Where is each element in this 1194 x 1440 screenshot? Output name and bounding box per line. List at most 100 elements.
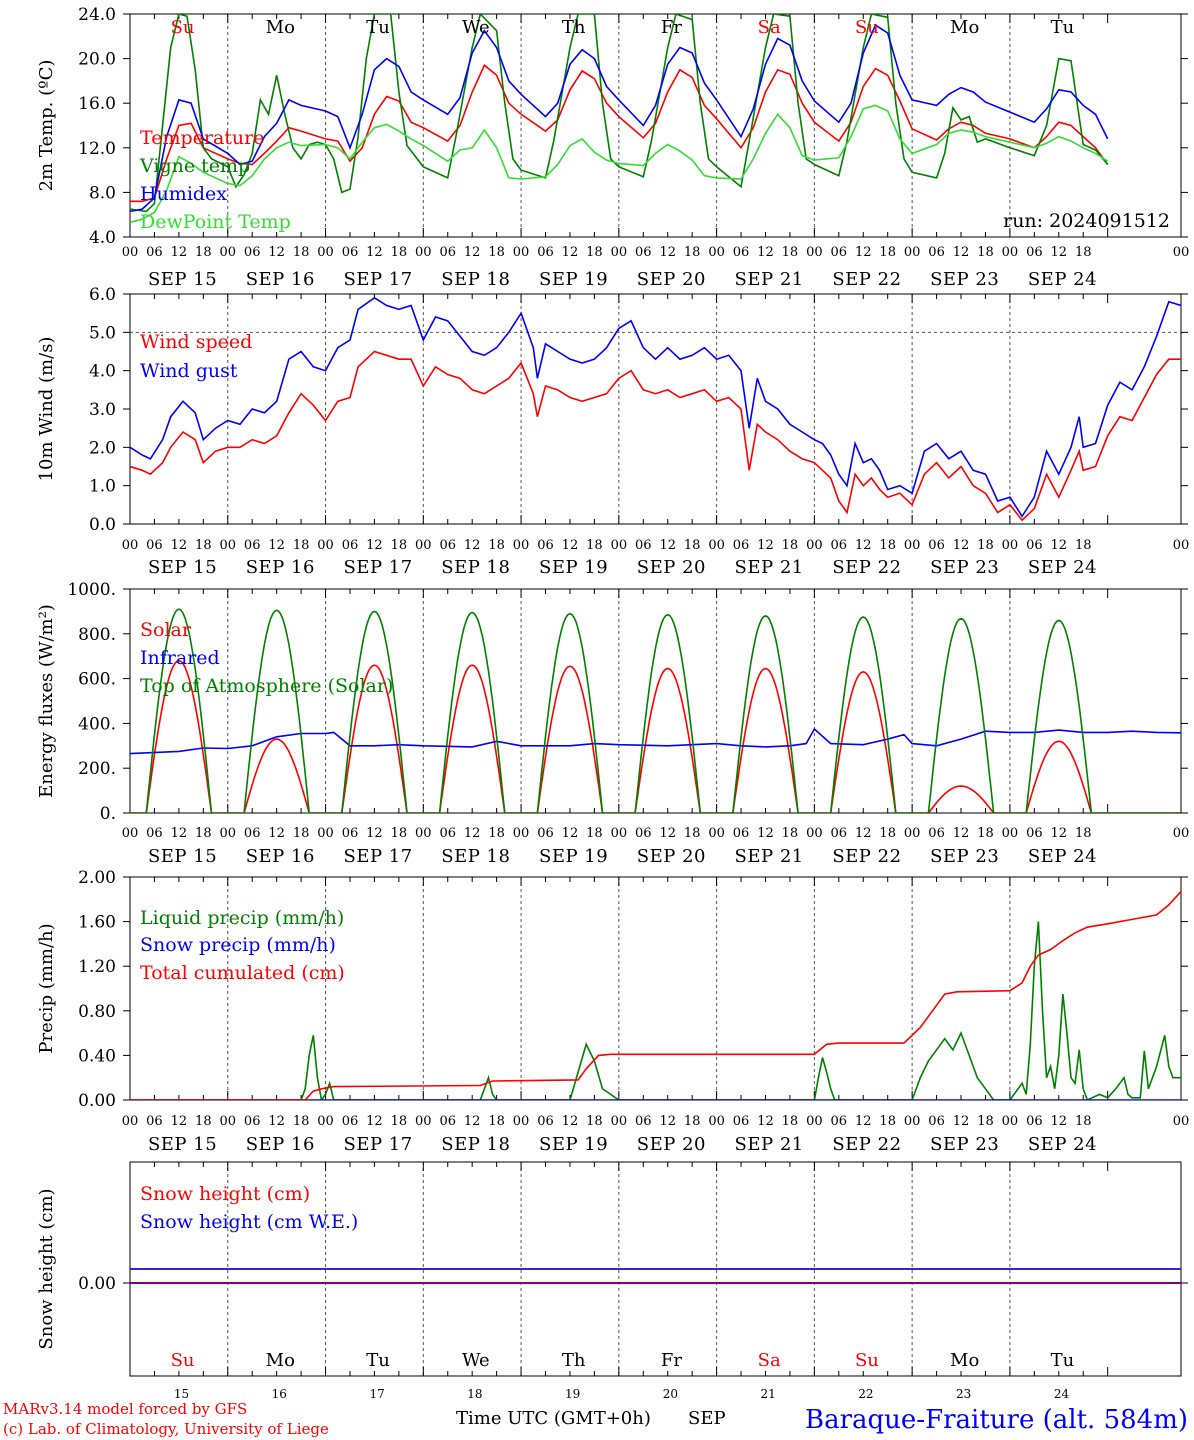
x-tick-label: 18: [684, 538, 701, 553]
x-tick-label: 06: [733, 1114, 750, 1129]
x-tick-label: 18: [782, 245, 799, 260]
y-tick-label: 20.0: [78, 50, 116, 70]
x-tick-label: 18: [195, 245, 212, 260]
x-tick-label: 00: [122, 1114, 139, 1129]
y-tick-label: 800.: [78, 625, 116, 645]
x-tick-label: 12: [562, 826, 579, 841]
day-name-top: Fr: [661, 17, 682, 38]
x-tick-label: 18: [879, 245, 896, 260]
x-tick-label: 12: [659, 538, 676, 553]
x-tick-label: 12: [268, 245, 285, 260]
y-tick-label: 0.0: [89, 515, 116, 535]
x-tick-label: 12: [953, 245, 970, 260]
y-tick-label: 6.0: [89, 285, 116, 305]
day-name-top: Mo: [266, 17, 295, 38]
x-tick-label: 06: [1026, 1114, 1043, 1129]
y-tick-label: 12.0: [78, 139, 116, 159]
x-tick-label: 18: [879, 538, 896, 553]
series-line-wind-speed: [130, 350, 1181, 522]
x-tick-label: 18: [1075, 1114, 1092, 1129]
x-tick-label: 00: [1173, 538, 1190, 553]
day-name-top: Sa: [758, 17, 781, 38]
x-tick-label: 00: [806, 826, 823, 841]
date-label: SEP 24: [1028, 846, 1097, 867]
date-label: SEP 19: [539, 846, 608, 867]
day-number: 20: [663, 1387, 678, 1401]
x-tick-label: 06: [831, 1114, 848, 1129]
x-tick-label: 00: [1002, 538, 1019, 553]
x-tick-label: 18: [586, 538, 603, 553]
x-tick-label: 12: [464, 826, 481, 841]
x-tick-label: 12: [1051, 245, 1068, 260]
time-axis-label: Time UTC (GMT+0h): [456, 1408, 651, 1429]
date-label: SEP 20: [637, 557, 706, 578]
legend-label: DewPoint Temp: [140, 211, 291, 233]
date-label: SEP 18: [441, 557, 510, 578]
x-tick-label: 00: [708, 245, 725, 260]
x-tick-label: 06: [928, 826, 945, 841]
y-tick-label: 200.: [78, 759, 116, 779]
legend-label: Temperature: [140, 127, 264, 149]
date-label: SEP 19: [539, 269, 608, 290]
date-label: SEP 21: [735, 1134, 804, 1155]
plot-frame: [129, 13, 1182, 238]
x-tick-label: 18: [195, 826, 212, 841]
panel-5: 0.00 Snow height (cm) Snow height (cm) Snow…: [36, 1161, 1188, 1377]
x-tick-label: 06: [1026, 538, 1043, 553]
x-tick-label: 18: [782, 538, 799, 553]
x-tick-label: 12: [953, 538, 970, 553]
date-label: SEP 15: [148, 269, 217, 290]
x-tick-label: 18: [684, 1114, 701, 1129]
x-tick-label: 18: [977, 538, 994, 553]
legend-label: Liquid precip (mm/h): [140, 907, 344, 929]
x-tick-label: 18: [488, 245, 505, 260]
panel-1: 4.0 8.0 12.0 16.0 20.0 24.0 2m Temp. (ºC) 00 06 1…: [36, 5, 1189, 290]
x-tick-label: 06: [831, 826, 848, 841]
date-label: SEP 18: [441, 1134, 510, 1155]
x-tick-label: 06: [146, 1114, 163, 1129]
y-tick-label: 2.00: [78, 868, 116, 888]
date-label: SEP 23: [930, 1134, 999, 1155]
y-axis-label: Energy fluxes (W/m²): [36, 604, 57, 798]
day-name-bottom: Su: [855, 1350, 879, 1371]
x-tick-label: 00: [317, 826, 334, 841]
date-label: SEP 22: [832, 557, 901, 578]
date-label: SEP 21: [735, 846, 804, 867]
x-tick-label: 18: [1075, 245, 1092, 260]
x-tick-label: 06: [733, 245, 750, 260]
x-tick-label: 12: [659, 245, 676, 260]
x-tick-label: 00: [317, 1114, 334, 1129]
x-tick-label: 00: [415, 826, 432, 841]
y-tick-label: 0.80: [78, 1002, 116, 1022]
x-tick-label: 18: [1075, 538, 1092, 553]
panel-4: 0.00 0.40 0.80 1.20 1.60 2.00 Precip (mm/h) 00 0…: [36, 868, 1189, 1155]
x-tick-label: 00: [806, 538, 823, 553]
x-tick-label: 12: [366, 538, 383, 553]
date-label: SEP 18: [441, 269, 510, 290]
x-tick-label: 00: [904, 1114, 921, 1129]
station-name: Baraque-Fraiture (alt. 584m): [805, 1405, 1188, 1435]
x-tick-label: 12: [757, 1114, 774, 1129]
x-tick-label: 06: [733, 538, 750, 553]
legend-label: Total cumulated (cm): [140, 962, 345, 984]
series-line-humidex: [130, 24, 1109, 213]
date-label: SEP 16: [246, 557, 315, 578]
x-tick-label: 06: [635, 826, 652, 841]
date-label: SEP 16: [246, 1134, 315, 1155]
x-tick-label: 12: [366, 1114, 383, 1129]
series-line-dewpoint-temp: [130, 104, 1109, 224]
panel-3: 0. 200. 400. 600. 800. 1000. Energy fluxes (W/…: [36, 580, 1189, 867]
x-tick-label: 06: [439, 245, 456, 260]
x-tick-label: 06: [244, 538, 261, 553]
x-tick-label: 06: [831, 538, 848, 553]
x-tick-label: 12: [171, 538, 188, 553]
day-name-top: Tu: [366, 17, 390, 38]
plot-frame: [129, 588, 1182, 814]
x-tick-label: 18: [391, 245, 408, 260]
x-tick-label: 00: [513, 538, 530, 553]
x-tick-label: 18: [195, 1114, 212, 1129]
date-label: SEP 24: [1028, 269, 1097, 290]
date-label: SEP 17: [343, 269, 412, 290]
day-name-bottom: Mo: [266, 1350, 295, 1371]
x-tick-label: 12: [659, 1114, 676, 1129]
